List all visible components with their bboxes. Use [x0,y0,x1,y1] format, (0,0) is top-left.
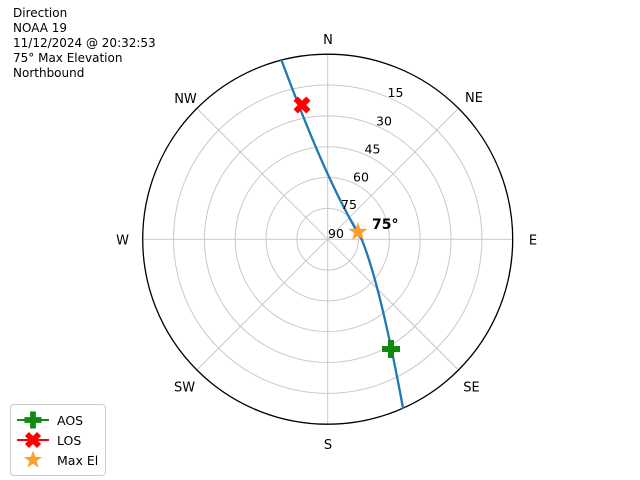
max-el-annotation: 75° [372,217,398,233]
plot-title: Direction [13,6,68,20]
elev-tick-75: 75 [341,197,357,212]
los-legend-icon [17,431,49,449]
legend-item-max-el: Max El [15,450,99,470]
legend-item-aos: AOS [15,410,99,430]
compass-label-n: N [323,33,333,48]
aos-legend-icon [17,411,49,429]
los-legend-x-icon [24,431,42,449]
max-elevation-text: 75° Max Elevation [13,51,123,65]
elev-tick-15: 15 [388,85,404,100]
spoke-se [327,238,459,371]
spoke-nw [196,108,329,240]
compass-label-nw: NW [174,92,197,107]
legend-label-max-el: Max El [57,452,99,468]
max-el-legend-star-icon [23,450,43,468]
compass-label-e: E [529,234,537,249]
legend-item-los: LOS [15,430,99,450]
compass-label-ne: NE [465,91,483,106]
legend-box: AOS LOS Max El [10,404,106,476]
elev-tick-30: 30 [376,114,392,129]
heading-text: Northbound [13,66,85,80]
compass-label-s: S [324,438,332,453]
compass-label-se: SE [463,381,479,396]
spoke-sw [196,238,329,371]
max-el-legend-icon [23,450,43,468]
aos-marker-plus-icon [382,340,400,358]
pass-timestamp: 11/12/2024 @ 20:32:53 [13,36,156,50]
aos-legend-plus-icon [24,411,42,429]
compass-label-sw: SW [174,381,195,396]
satellite-name: NOAA 19 [13,21,68,35]
max-el-marker-star-icon [348,222,368,241]
elev-tick-90: 90 [328,226,344,241]
header-text-block: Direction NOAA 19 11/12/2024 @ 20:32:53 … [13,6,156,81]
legend-label-aos: AOS [57,412,84,428]
horizon-circle [142,53,514,425]
elev-tick-45: 45 [365,142,381,157]
compass-label-w: W [116,234,129,249]
los-marker-x-icon [293,96,311,114]
polar-grid [142,54,513,425]
satellite-track-line [280,58,405,410]
legend-label-los: LOS [57,432,82,448]
elev-tick-60: 60 [353,170,369,185]
